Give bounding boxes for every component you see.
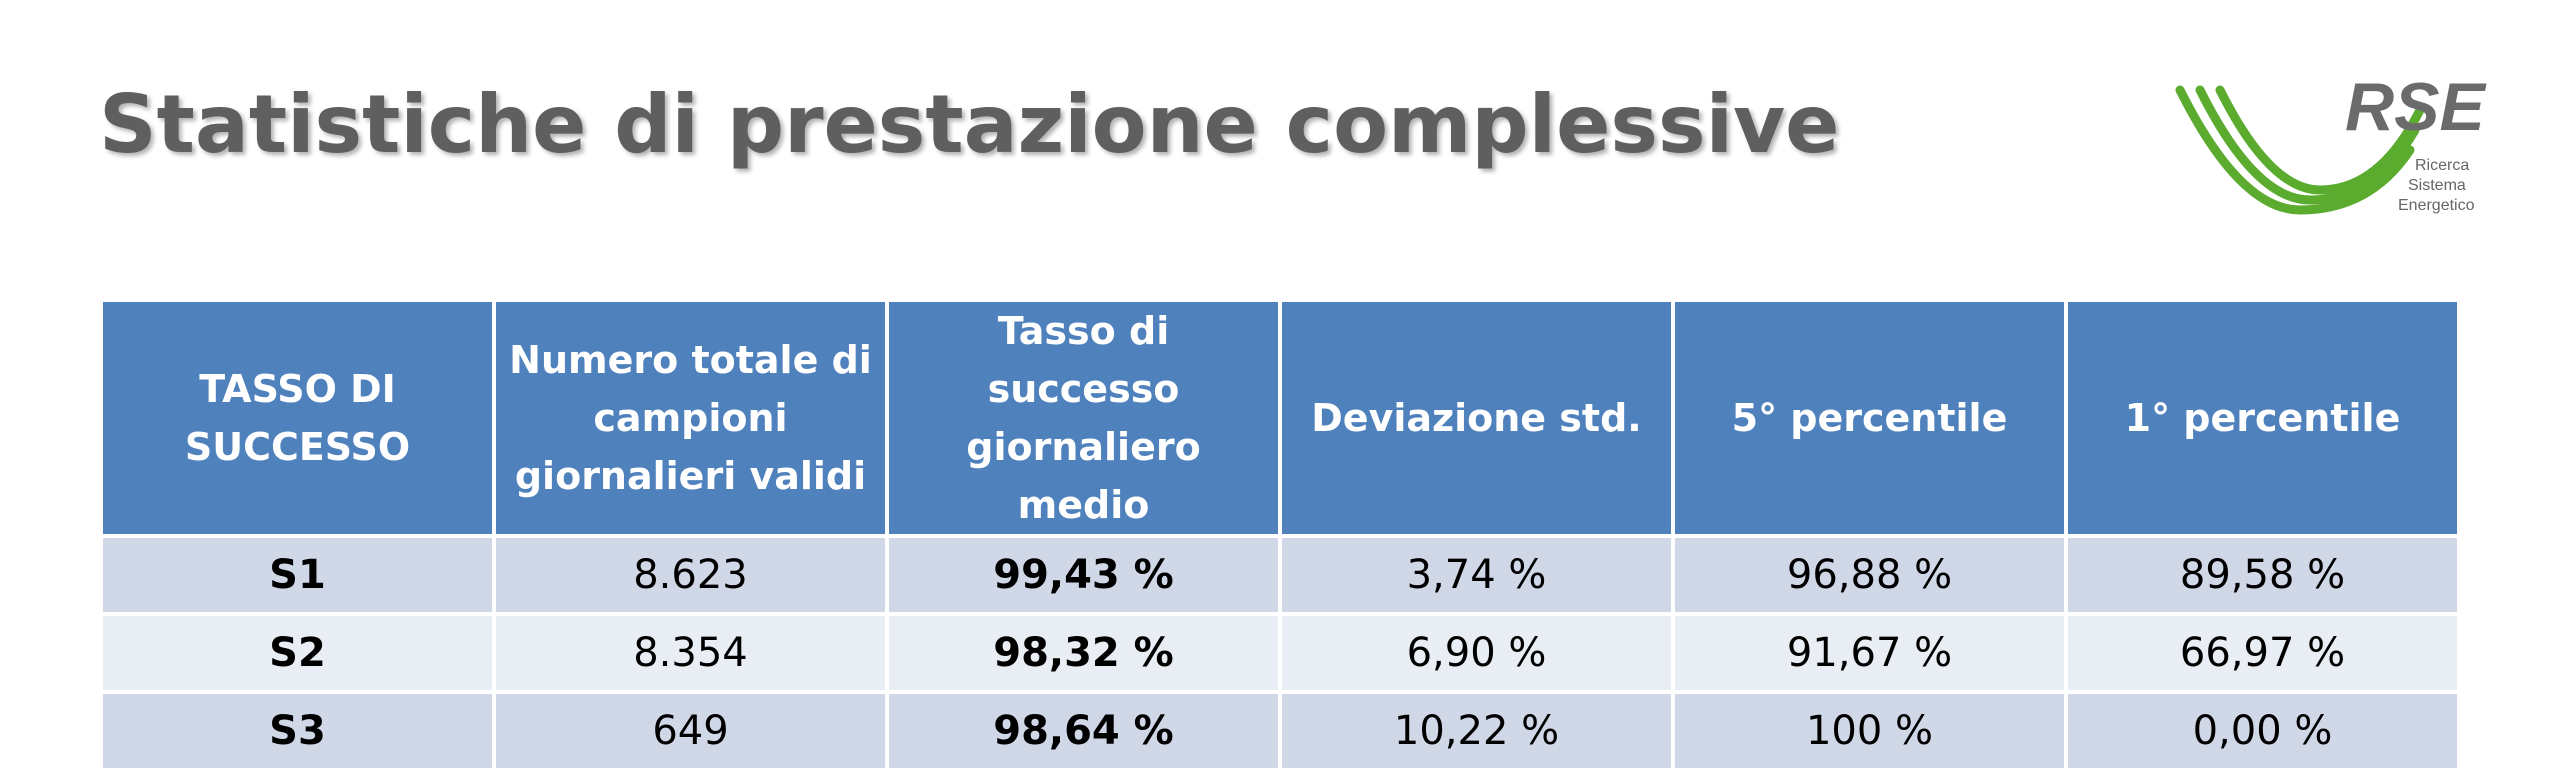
stats-table: TASSO DI SUCCESSO Numero totale di campio… <box>99 298 2461 772</box>
table-cell: 8.623 <box>492 534 889 616</box>
table-cell: 66,97 % <box>2064 612 2461 694</box>
table-row: S1 8.623 99,43 % 3,74 % 96,88 % 89,58 % <box>99 534 2461 616</box>
table-cell: S1 <box>99 534 496 616</box>
table-cell: 8.354 <box>492 612 889 694</box>
logo-line: Sistema <box>2408 177 2466 194</box>
logo: RSE Ricerca Sistema Energetico <box>2175 70 2487 215</box>
header-cell: Numero totale di campioni giornalieri va… <box>492 298 889 538</box>
table-body: S1 8.623 99,43 % 3,74 % 96,88 % 89,58 % S2 8.35… <box>99 534 2461 772</box>
table-row: S2 8.354 98,32 % 6,90 % 91,67 % 66,97 % <box>99 612 2461 694</box>
table-cell: 99,43 % <box>885 534 1282 616</box>
table-cell: 96,88 % <box>1671 534 2068 616</box>
table-cell: 0,00 % <box>2064 690 2461 772</box>
table-cell: S3 <box>99 690 496 772</box>
header-cell: Tasso di successo giornaliero medio <box>885 298 1282 538</box>
table-cell: 91,67 % <box>1671 612 2068 694</box>
header-cell: TASSO DI SUCCESSO <box>99 298 496 538</box>
table-cell: 98,32 % <box>885 612 1282 694</box>
logo-name: RSE <box>2345 70 2487 145</box>
table-cell: S2 <box>99 612 496 694</box>
table-cell: 6,90 % <box>1278 612 1675 694</box>
table-cell: 89,58 % <box>2064 534 2461 616</box>
logo-line: Energetico <box>2398 197 2475 214</box>
header-cell: 1° percentile <box>2064 298 2461 538</box>
slide-title: Statistiche di prestazione complessive <box>99 78 1840 171</box>
table-cell: 649 <box>492 690 889 772</box>
logo-line: Ricerca <box>2415 157 2469 174</box>
table-cell: 100 % <box>1671 690 2068 772</box>
table-cell: 3,74 % <box>1278 534 1675 616</box>
header-cell: 5° percentile <box>1671 298 2068 538</box>
table-cell: 10,22 % <box>1278 690 1675 772</box>
table-cell: 98,64 % <box>885 690 1282 772</box>
header-cell: Deviazione std. <box>1278 298 1675 538</box>
header-row: TASSO DI SUCCESSO Numero totale di campio… <box>99 298 2461 538</box>
page: Statistiche di prestazione complessive R… <box>99 70 2488 772</box>
table-row: S3 649 98,64 % 10,22 % 100 % 0,00 % <box>99 690 2461 772</box>
